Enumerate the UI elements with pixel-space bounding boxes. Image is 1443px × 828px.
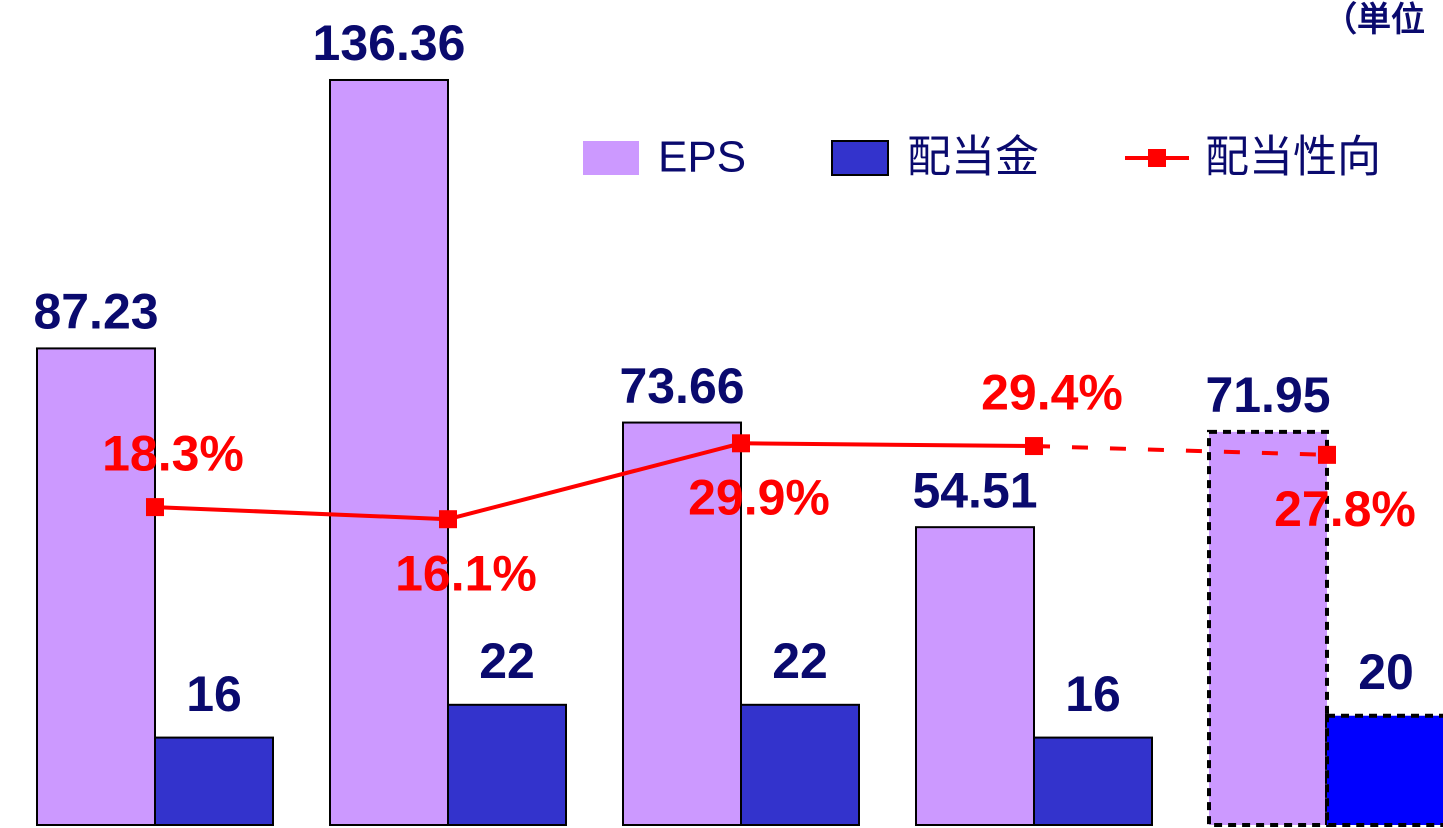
bar bbox=[447, 703, 567, 827]
line-marker bbox=[439, 510, 457, 529]
line-marker bbox=[732, 434, 750, 453]
value-label: 16.1% bbox=[395, 545, 537, 601]
bar bbox=[915, 526, 1035, 827]
unit-note: （単位 bbox=[1323, 0, 1425, 39]
bar bbox=[1325, 713, 1443, 827]
bar bbox=[1207, 429, 1329, 827]
value-label: 22 bbox=[479, 633, 535, 689]
legend-swatch bbox=[583, 141, 639, 175]
value-label: 71.95 bbox=[1205, 367, 1330, 423]
bar bbox=[740, 703, 860, 827]
value-label: 22 bbox=[772, 633, 828, 689]
line-marker bbox=[1318, 445, 1336, 464]
line-segment bbox=[740, 441, 1035, 449]
legend-label: 配当金 bbox=[907, 133, 1039, 182]
bar bbox=[329, 78, 449, 826]
value-label: 16 bbox=[186, 666, 242, 722]
legend-label: 配当性向 bbox=[1205, 133, 1381, 182]
value-label: 29.4% bbox=[981, 364, 1123, 420]
legend-swatch bbox=[831, 140, 889, 176]
line-segment bbox=[1033, 444, 1328, 457]
bar bbox=[622, 421, 742, 826]
line-segment bbox=[154, 505, 449, 522]
bar bbox=[154, 736, 274, 826]
value-label: 20 bbox=[1358, 644, 1414, 700]
line-segment bbox=[447, 441, 742, 522]
value-label: 18.3% bbox=[102, 425, 244, 481]
bar bbox=[1033, 736, 1153, 826]
line-marker bbox=[146, 498, 164, 517]
value-label: 27.8% bbox=[1274, 481, 1416, 537]
legend-marker bbox=[1148, 149, 1166, 167]
value-label: 73.66 bbox=[619, 358, 744, 414]
value-label: 29.9% bbox=[688, 470, 830, 526]
value-label: 16 bbox=[1065, 666, 1121, 722]
value-label: 87.23 bbox=[33, 284, 158, 340]
value-label: 54.51 bbox=[912, 462, 1037, 518]
value-label: 136.36 bbox=[313, 15, 466, 71]
line-marker bbox=[1025, 437, 1043, 456]
bar bbox=[36, 347, 156, 826]
legend-label: EPS bbox=[658, 133, 746, 182]
